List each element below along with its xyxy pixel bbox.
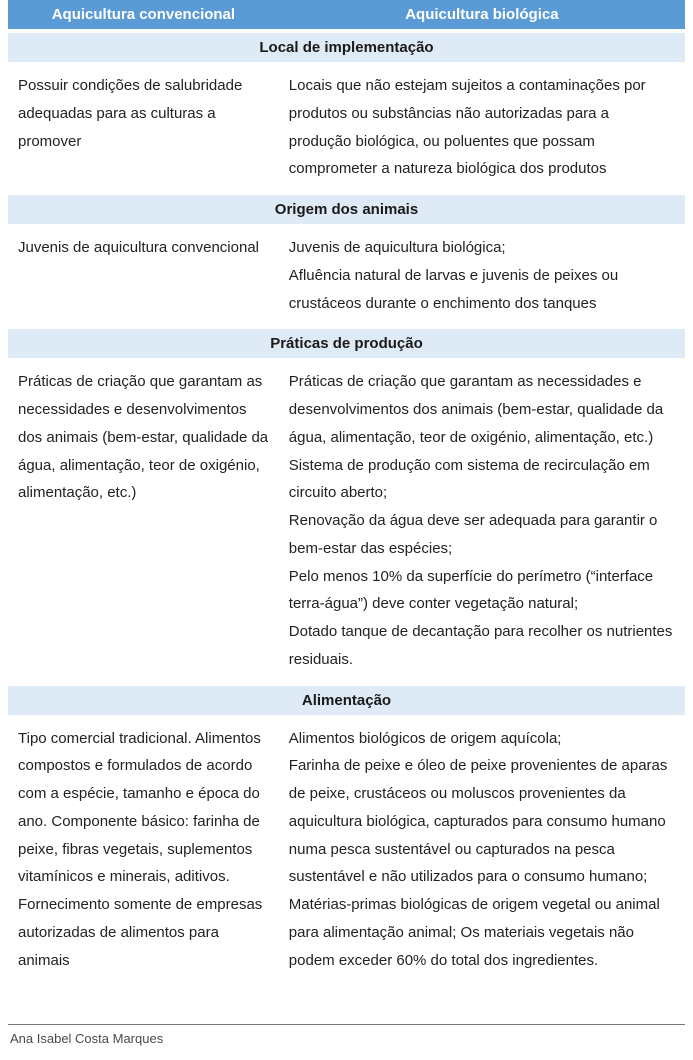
table-row: Práticas de criação que garantam as nece…: [8, 359, 685, 684]
cell-local-conventional: Possuir condições de salubridade adequad…: [8, 63, 279, 194]
cell-origem-conventional: Juvenis de aquicultura convencional: [8, 225, 279, 328]
cell-praticas-biological: Práticas de criação que garantam as nece…: [279, 359, 685, 684]
cell-local-biological: Locais que não estejam sujeitos a contam…: [279, 63, 685, 194]
cell-praticas-conventional: Práticas de criação que garantam as nece…: [8, 359, 279, 684]
cell-alimentacao-biological: Alimentos biológicos de origem aquícola;…: [279, 716, 685, 985]
table-row: Tipo comercial tradicional. Alimentos co…: [8, 716, 685, 985]
cell-alimentacao-conventional: Tipo comercial tradicional. Alimentos co…: [8, 716, 279, 985]
section-title-praticas: Práticas de produção: [8, 328, 685, 359]
section-title-alimentacao: Alimentação: [8, 685, 685, 716]
table-row: Juvenis de aquicultura convencional Juve…: [8, 225, 685, 328]
footer-author: Ana Isabel Costa Marques: [8, 1025, 685, 1046]
comparison-table: Aquicultura convencional Aquicultura bio…: [8, 0, 685, 984]
cell-origem-biological: Juvenis de aquicultura biológica;Afluênc…: [279, 225, 685, 328]
section-title-local: Local de implementação: [8, 31, 685, 63]
page: Aquicultura convencional Aquicultura bio…: [0, 0, 693, 1060]
section-title-origem: Origem dos animais: [8, 194, 685, 225]
column-header-conventional: Aquicultura convencional: [8, 0, 279, 31]
table-row: Possuir condições de salubridade adequad…: [8, 63, 685, 194]
column-header-biological: Aquicultura biológica: [279, 0, 685, 31]
